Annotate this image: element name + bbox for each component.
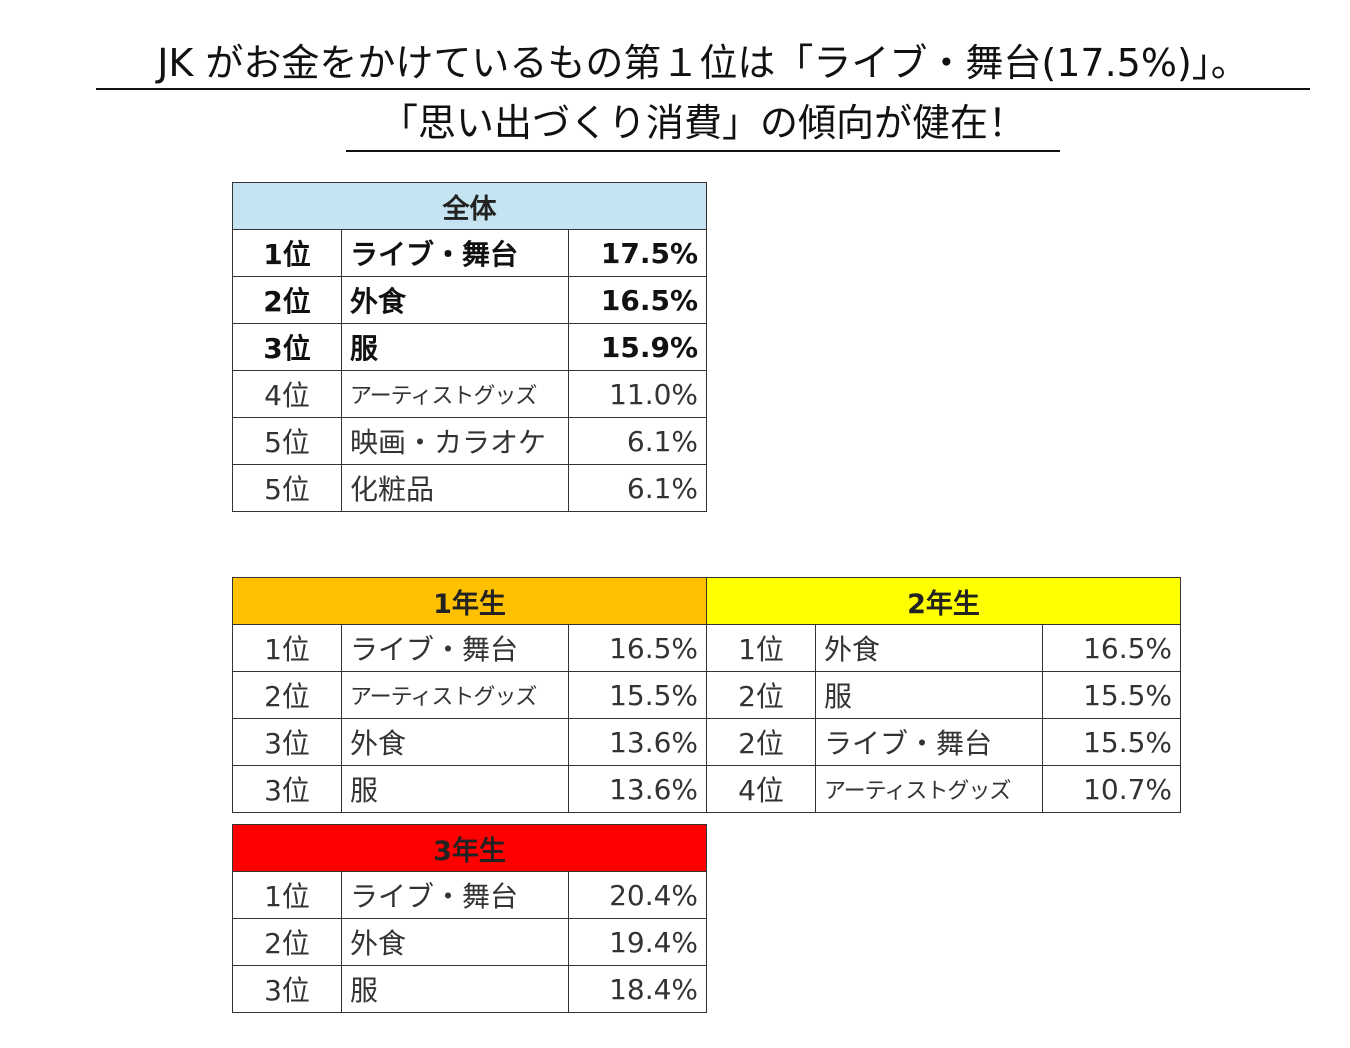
percent-cell: 11.0% bbox=[567, 370, 708, 418]
item-cell: ライブ・舞台 bbox=[341, 624, 569, 672]
percent-cell: 6.1% bbox=[567, 417, 708, 465]
item-cell: ライブ・舞台 bbox=[341, 871, 569, 919]
percent-cell: 16.5% bbox=[567, 276, 708, 324]
rank-cell: 5位 bbox=[232, 464, 342, 512]
table-row: 2位 外食 16.5% bbox=[232, 276, 708, 324]
rank-cell: 1位 bbox=[706, 624, 816, 672]
table-row: 3位 外食 13.6% bbox=[232, 718, 708, 766]
item-cell: 服 bbox=[815, 671, 1043, 719]
overall-ranking-table: 全体 1位 ライブ・舞台 17.5% 2位 外食 16.5% 3位 服 15.9… bbox=[231, 182, 708, 512]
table-row: 2位 外食 19.4% bbox=[232, 918, 708, 966]
rank-cell: 2位 bbox=[706, 671, 816, 719]
percent-cell: 13.6% bbox=[567, 718, 708, 766]
table-row: 4位 アーティストグッズ 11.0% bbox=[232, 370, 708, 418]
item-cell: 服 bbox=[341, 323, 569, 371]
rank-cell: 2位 bbox=[706, 718, 816, 766]
table-row: 3位 服 15.9% bbox=[232, 323, 708, 371]
page-title-line-1: JK がお金をかけているもの第１位は「ライブ・舞台(17.5%)」。 bbox=[96, 40, 1310, 90]
percent-cell: 13.6% bbox=[567, 765, 708, 813]
percent-cell: 20.4% bbox=[567, 871, 708, 919]
percent-cell: 15.5% bbox=[1041, 671, 1182, 719]
rank-cell: 4位 bbox=[706, 765, 816, 813]
rank-cell: 2位 bbox=[232, 671, 342, 719]
item-cell: アーティストグッズ bbox=[341, 370, 569, 418]
item-cell: ライブ・舞台 bbox=[341, 229, 569, 277]
item-cell: 化粧品 bbox=[341, 464, 569, 512]
rank-cell: 1位 bbox=[232, 229, 342, 277]
percent-cell: 6.1% bbox=[567, 464, 708, 512]
percent-cell: 16.5% bbox=[1041, 624, 1182, 672]
item-cell: アーティストグッズ bbox=[815, 765, 1043, 813]
table-row: 1位 ライブ・舞台 20.4% bbox=[232, 871, 708, 919]
item-cell: 外食 bbox=[341, 918, 569, 966]
percent-cell: 15.5% bbox=[567, 671, 708, 719]
item-cell: 外食 bbox=[815, 624, 1043, 672]
rank-cell: 4位 bbox=[232, 370, 342, 418]
table-row: 2位 服 15.5% bbox=[706, 671, 1182, 719]
item-cell: アーティストグッズ bbox=[341, 671, 569, 719]
rank-cell: 3位 bbox=[232, 323, 342, 371]
table-row: 2位 アーティストグッズ 15.5% bbox=[232, 671, 708, 719]
page-title-line-2: 「思い出づくり消費」の傾向が健在！ bbox=[346, 100, 1060, 152]
grade1-ranking-table: 1年生 1位 ライブ・舞台 16.5% 2位 アーティストグッズ 15.5% 3… bbox=[231, 577, 708, 813]
table-row: 3位 服 13.6% bbox=[232, 765, 708, 813]
rank-cell: 2位 bbox=[232, 276, 342, 324]
table-row: 1位 ライブ・舞台 16.5% bbox=[232, 624, 708, 672]
percent-cell: 16.5% bbox=[567, 624, 708, 672]
grade2-ranking-table: 2年生 1位 外食 16.5% 2位 服 15.5% 2位 ライブ・舞台 15.… bbox=[705, 577, 1182, 813]
table-row: 1位 ライブ・舞台 17.5% bbox=[232, 229, 708, 277]
rank-cell: 5位 bbox=[232, 417, 342, 465]
table-row: 1位 外食 16.5% bbox=[706, 624, 1182, 672]
item-cell: 服 bbox=[341, 965, 569, 1013]
percent-cell: 19.4% bbox=[567, 918, 708, 966]
table-row: 2位 ライブ・舞台 15.5% bbox=[706, 718, 1182, 766]
item-cell: 服 bbox=[341, 765, 569, 813]
rank-cell: 3位 bbox=[232, 965, 342, 1013]
table-row: 3位 服 18.4% bbox=[232, 965, 708, 1013]
table-row: 4位 アーティストグッズ 10.7% bbox=[706, 765, 1182, 813]
overall-table-header: 全体 bbox=[231, 182, 708, 230]
percent-cell: 15.9% bbox=[567, 323, 708, 371]
item-cell: 映画・カラオケ bbox=[341, 417, 569, 465]
table-row: 5位 映画・カラオケ 6.1% bbox=[232, 417, 708, 465]
rank-cell: 3位 bbox=[232, 765, 342, 813]
item-cell: 外食 bbox=[341, 276, 569, 324]
percent-cell: 15.5% bbox=[1041, 718, 1182, 766]
rank-cell: 3位 bbox=[232, 718, 342, 766]
grade1-table-header: 1年生 bbox=[231, 577, 708, 625]
grade2-table-header: 2年生 bbox=[705, 577, 1182, 625]
item-cell: 外食 bbox=[341, 718, 569, 766]
rank-cell: 1位 bbox=[232, 624, 342, 672]
percent-cell: 10.7% bbox=[1041, 765, 1182, 813]
rank-cell: 2位 bbox=[232, 918, 342, 966]
item-cell: ライブ・舞台 bbox=[815, 718, 1043, 766]
grade3-ranking-table: 3年生 1位 ライブ・舞台 20.4% 2位 外食 19.4% 3位 服 18.… bbox=[231, 824, 708, 1013]
grade3-table-header: 3年生 bbox=[231, 824, 708, 872]
table-row: 5位 化粧品 6.1% bbox=[232, 464, 708, 512]
percent-cell: 18.4% bbox=[567, 965, 708, 1013]
rank-cell: 1位 bbox=[232, 871, 342, 919]
percent-cell: 17.5% bbox=[567, 229, 708, 277]
